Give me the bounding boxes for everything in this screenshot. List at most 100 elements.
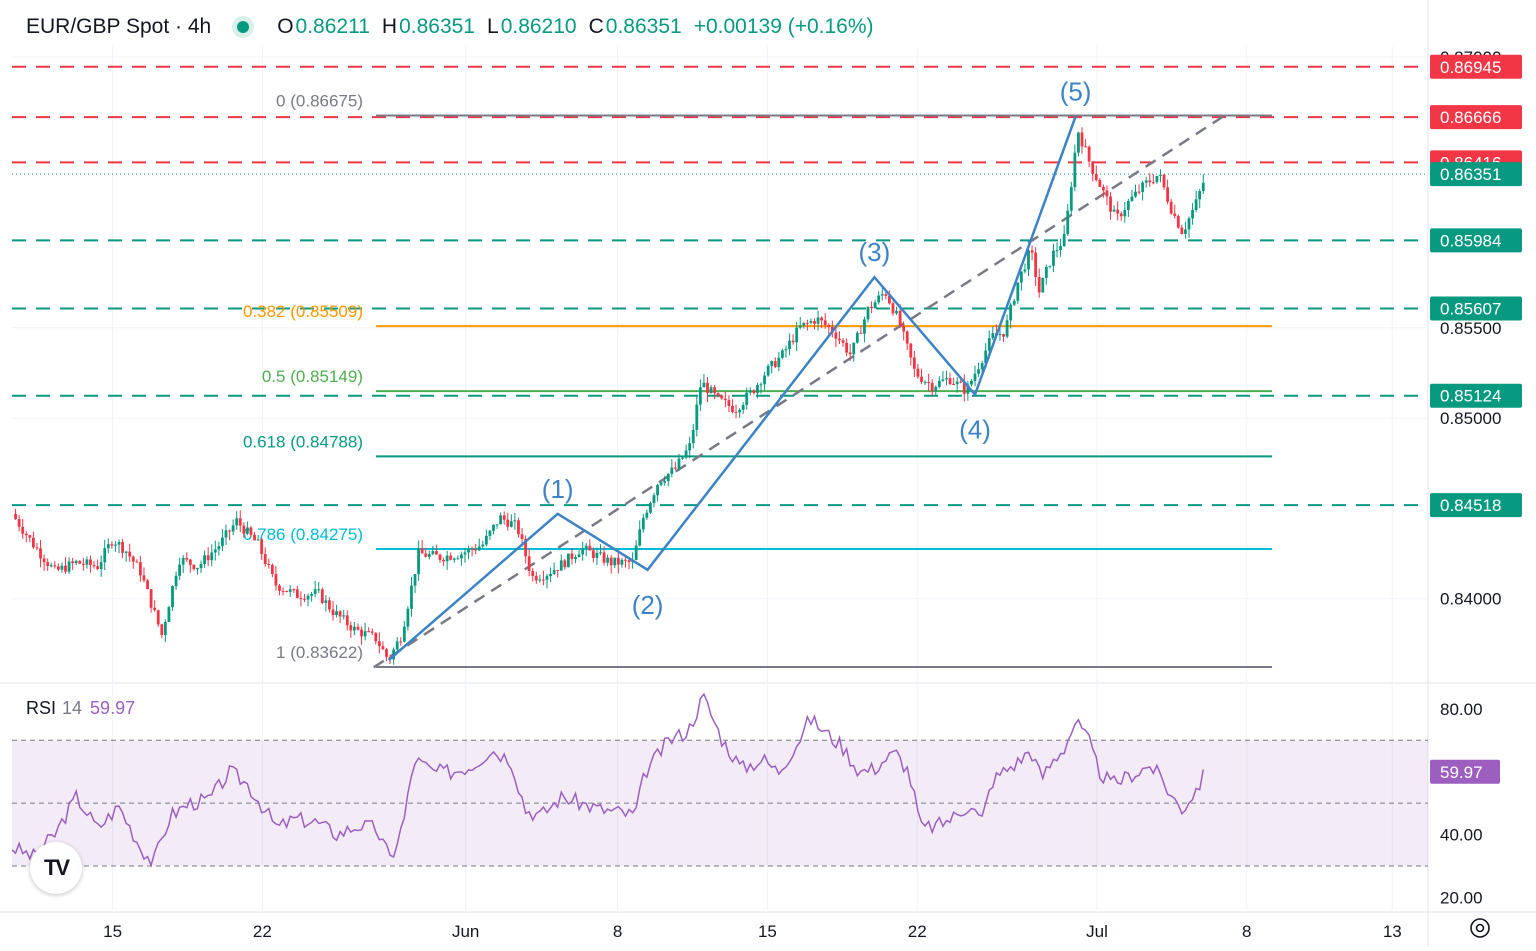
candle-body	[288, 589, 292, 592]
rsi-header[interactable]: RSI 14 59.97	[26, 698, 135, 719]
candle-body	[117, 541, 121, 545]
candle-body	[28, 535, 32, 538]
candle-body	[320, 589, 324, 603]
candle-body	[620, 559, 624, 565]
candle-body	[14, 513, 17, 520]
price-label-text: 0.85984	[1440, 231, 1501, 250]
candle-body	[613, 557, 617, 566]
candle-body	[413, 574, 417, 586]
fib-level-label: 0.786 (0.84275)	[243, 525, 363, 544]
candle-body	[645, 512, 649, 518]
candle-body	[984, 350, 988, 364]
candle-body	[1187, 218, 1191, 230]
tradingview-logo-icon[interactable]: TV	[30, 842, 82, 894]
candle-body	[1009, 304, 1013, 321]
chart-header: EUR/GBP Spot · 4h O 0.86211 H 0.86351 L 0.8…	[26, 12, 886, 42]
candle-body	[1116, 209, 1120, 214]
elliott-wave-label: (4)	[959, 415, 991, 445]
candle-body	[723, 398, 727, 401]
candle-body	[360, 629, 363, 637]
candle-body	[256, 539, 260, 541]
candle-body	[452, 558, 456, 560]
candle-body	[734, 411, 738, 413]
candle-body	[203, 555, 206, 564]
candle-body	[827, 325, 831, 327]
rsi-value-badge	[1430, 759, 1500, 784]
candle-body	[538, 579, 542, 581]
change-value: +0.00139 (+0.16%)	[693, 15, 874, 38]
candle-body	[121, 541, 124, 553]
candle-body	[399, 641, 403, 643]
candle-body	[970, 380, 973, 385]
candle-body	[756, 385, 759, 394]
candle-body	[153, 607, 157, 611]
candle-body	[1102, 186, 1105, 191]
candle-body	[53, 565, 57, 567]
candle-body	[385, 649, 388, 657]
high-label: H	[381, 15, 398, 38]
candle-body	[181, 557, 185, 565]
candle-body	[295, 589, 299, 599]
candle-body	[135, 561, 139, 563]
candle-body	[363, 631, 367, 637]
candle-body	[677, 458, 681, 469]
candle-body	[114, 544, 117, 546]
candle-body	[941, 379, 945, 381]
candle-body	[766, 365, 770, 376]
candle-body	[1027, 250, 1030, 270]
candle-body	[263, 554, 267, 564]
fib-level-label: 0.618 (0.84788)	[243, 432, 363, 451]
candle-body	[246, 527, 249, 534]
candle-body	[217, 546, 221, 550]
candle-body	[163, 621, 167, 635]
candle-body	[763, 375, 766, 385]
candle-body	[128, 551, 132, 557]
candle-body	[249, 527, 253, 535]
y-tick-label: 0.84000	[1440, 590, 1501, 609]
candle-body	[1041, 277, 1045, 293]
candle-body	[937, 380, 941, 387]
candle-body	[663, 480, 667, 483]
candle-body	[884, 294, 888, 297]
rsi-y-tick-label: 80.00	[1440, 700, 1483, 719]
candle-body	[920, 376, 923, 382]
candle-body	[310, 593, 313, 596]
candle-body	[342, 615, 346, 617]
candle-body	[1012, 300, 1016, 305]
y-tick-label: 0.85500	[1440, 319, 1501, 338]
candle-body	[909, 343, 913, 358]
candle-body	[674, 467, 677, 469]
candle-body	[770, 361, 774, 366]
candle-body	[781, 350, 784, 358]
candle-body	[1030, 250, 1034, 253]
candle-body	[474, 549, 478, 551]
candle-body	[513, 520, 517, 522]
candle-body	[285, 590, 289, 592]
rsi-y-tick-label: 40.00	[1440, 826, 1483, 845]
candle-body	[1109, 196, 1112, 212]
candle-body	[356, 626, 360, 630]
candle-body	[424, 553, 428, 557]
candle-body	[260, 539, 264, 555]
settings-gear-icon[interactable]	[1468, 916, 1492, 940]
candle-body	[624, 559, 627, 561]
rsi-y-tick-label: 20.00	[1440, 888, 1483, 907]
symbol-title[interactable]: EUR/GBP Spot · 4h	[26, 15, 212, 38]
candle-body	[1062, 233, 1066, 247]
candle-body	[527, 556, 531, 571]
candle-body	[584, 545, 588, 549]
candle-body	[1166, 187, 1169, 202]
candle-body	[1176, 215, 1180, 228]
candle-body	[588, 545, 592, 551]
candle-body	[852, 342, 856, 355]
price-label-badge	[1430, 228, 1522, 253]
candle-body	[267, 563, 271, 565]
candle-body	[1198, 191, 1202, 200]
market-status-icon	[237, 21, 250, 33]
candle-body	[56, 566, 60, 570]
candle-body	[863, 319, 866, 334]
trend-line	[372, 115, 1224, 669]
candle-body	[834, 332, 838, 339]
